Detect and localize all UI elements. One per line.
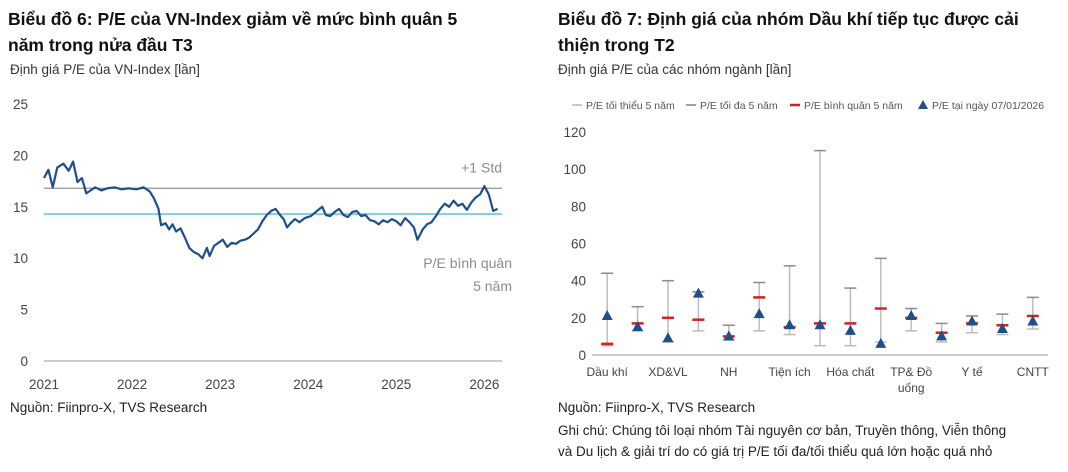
- left-panel: Biểu đồ 6: P/E của VN-Index giảm về mức …: [0, 0, 530, 472]
- legend-item: P/E tại ngày 07/01/2026: [918, 100, 1044, 112]
- category-label: Dầu khí: [587, 365, 629, 379]
- y-tick-label: 25: [13, 97, 28, 112]
- right-note: Ghi chú: Chúng tôi loại nhóm Tài nguyên …: [558, 423, 1007, 459]
- current-pe-marker: [692, 287, 704, 298]
- legend-label: P/E tối thiểu 5 năm: [586, 100, 675, 112]
- y-tick-label: 100: [563, 162, 586, 177]
- average-label-line1: P/E bình quân: [423, 255, 512, 271]
- current-pe-marker: [662, 332, 674, 343]
- legend-label: P/E tại ngày 07/01/2026: [932, 100, 1044, 112]
- current-pe-marker: [601, 309, 613, 320]
- average-label-line2: 5 năm: [473, 278, 512, 294]
- current-pe-marker: [996, 322, 1008, 333]
- current-pe-marker: [814, 319, 826, 330]
- y-tick-label: 40: [571, 274, 586, 289]
- legend-label: P/E bình quân 5 năm: [804, 100, 903, 112]
- current-pe-marker: [632, 321, 644, 332]
- y-tick-label: 120: [563, 125, 586, 140]
- category-label: XD&VL: [648, 365, 688, 379]
- legend-item: P/E bình quân 5 năm: [790, 100, 903, 112]
- current-pe-marker: [784, 319, 796, 330]
- category-label: CNTT: [1017, 365, 1050, 379]
- x-tick-label: 2026: [469, 377, 499, 392]
- y-tick-label: 0: [20, 354, 28, 369]
- category-label: Tiện ích: [768, 365, 810, 379]
- x-tick-label: 2021: [29, 377, 59, 392]
- y-tick-label: 0: [578, 348, 586, 363]
- sector-range-group: [844, 287, 857, 347]
- y-tick-label: 5: [20, 303, 28, 318]
- sector-range-group: [662, 279, 674, 343]
- sector-range-group: [692, 287, 705, 332]
- sector-range-group: [966, 315, 978, 334]
- current-pe-marker: [753, 308, 765, 319]
- current-pe-marker: [905, 309, 917, 320]
- right-panel: Biểu đồ 7: Định giá của nhóm Dầu khí tiế…: [558, 0, 1068, 472]
- current-pe-marker: [723, 330, 735, 341]
- left-chart-subtitle: Định giá P/E của VN-Index [lần]: [10, 62, 200, 77]
- category-label: uống: [898, 381, 925, 395]
- x-tick-label: 2023: [205, 377, 235, 392]
- current-pe-marker: [966, 315, 978, 326]
- y-tick-label: 20: [571, 311, 586, 326]
- sector-pe-range-chart: P/E tối thiểu 5 năm P/E tối đa 5 năm P/E b…: [563, 100, 1050, 395]
- category-label: NH: [720, 365, 737, 379]
- sector-range-group: [722, 324, 735, 341]
- legend-item: P/E tối thiểu 5 năm: [572, 100, 675, 112]
- current-pe-marker: [875, 337, 887, 348]
- y-tick-label: 20: [13, 148, 28, 163]
- current-pe-marker: [1027, 315, 1039, 326]
- x-tick-label: 2022: [117, 377, 147, 392]
- sector-range-group: [601, 272, 614, 347]
- sector-range-group: [631, 305, 644, 332]
- sector-range-group: [935, 322, 948, 343]
- sector-range-group: [996, 313, 1009, 336]
- sector-range-group: [905, 307, 918, 332]
- right-source: Nguồn: Fiinpro-X, TVS Research: [558, 400, 756, 415]
- left-source: Nguồn: Fiinpro-X, TVS Research: [10, 400, 208, 415]
- sector-range-group: [1026, 296, 1039, 330]
- category-label: Hóa chất: [826, 365, 875, 379]
- current-pe-marker: [936, 330, 948, 341]
- current-pe-marker: [844, 324, 856, 335]
- sector-range-group: [783, 265, 796, 336]
- sector-range-group: [874, 257, 887, 348]
- sector-range-group: [814, 149, 826, 347]
- left-chart-title: Biểu đồ 6: P/E của VN-Index giảm về mức …: [8, 9, 458, 55]
- category-label: Y tế: [961, 365, 982, 379]
- category-label: TP& Đồ: [890, 365, 932, 379]
- y-tick-label: 80: [571, 199, 586, 214]
- x-tick-label: 2025: [381, 377, 411, 392]
- right-chart-subtitle: Định giá P/E của các nhóm ngành [lần]: [558, 62, 792, 77]
- legend-swatch: [918, 100, 928, 109]
- x-tick-label: 2024: [293, 377, 324, 392]
- legend-label: P/E tối đa 5 năm: [700, 100, 778, 112]
- y-tick-label: 60: [571, 237, 586, 252]
- y-tick-label: 15: [13, 200, 28, 215]
- vnindex-pe-line: [43, 160, 499, 260]
- std-label: +1 Std: [461, 159, 502, 175]
- sector-range-group: [753, 281, 766, 332]
- right-chart-title: Biểu đồ 7: Định giá của nhóm Dầu khí tiế…: [558, 9, 1019, 55]
- legend-item: P/E tối đa 5 năm: [686, 100, 778, 112]
- y-tick-label: 10: [13, 251, 28, 266]
